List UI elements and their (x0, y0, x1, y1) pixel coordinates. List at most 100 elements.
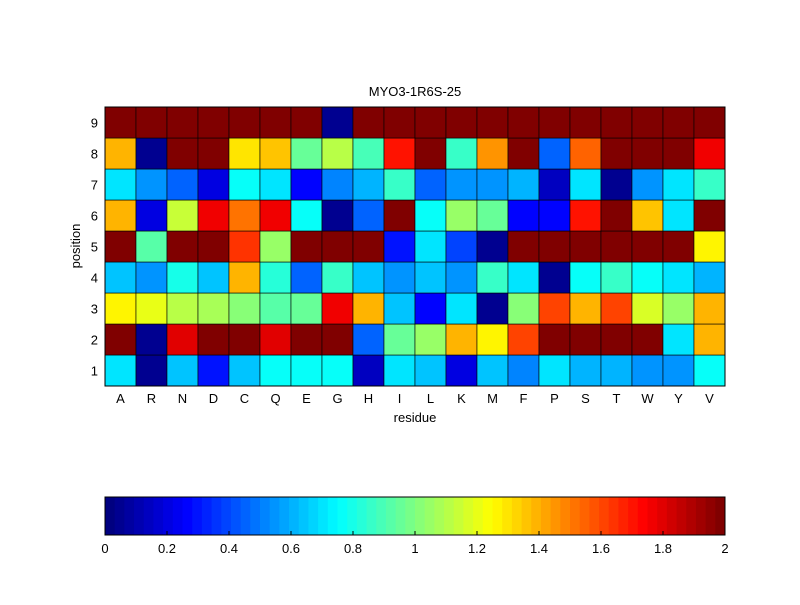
heatmap-cell-T-8 (600, 137, 633, 170)
heatmap-cell-P-5 (538, 230, 571, 263)
colorbar-band (637, 497, 648, 535)
x-axis-label: residue (394, 410, 437, 425)
heatmap-cell-Q-2 (259, 323, 292, 356)
heatmap-cell-P-7 (538, 168, 571, 201)
colorbar-band (250, 497, 261, 535)
heatmap-cell-D-8 (197, 137, 230, 170)
heatmap-cell-L-2 (414, 323, 447, 356)
heatmap-cell-D-5 (197, 230, 230, 263)
heatmap-cell-I-4 (383, 261, 416, 294)
y-tick-label: 3 (91, 302, 98, 317)
heatmap-cell-F-6 (507, 199, 540, 232)
colorbar-band (376, 497, 387, 535)
heatmap-cell-V-6 (693, 199, 726, 232)
colorbar-band (715, 497, 726, 535)
heatmap-cell-K-4 (445, 261, 478, 294)
heatmap-cell-D-1 (197, 354, 230, 387)
heatmap-cell-A-2 (104, 323, 137, 356)
heatmap-cell-L-3 (414, 292, 447, 325)
heatmap-cell-M-9 (476, 106, 509, 139)
heatmap-cell-T-6 (600, 199, 633, 232)
heatmap-cell-C-6 (228, 199, 261, 232)
chart-title: MYO3-1R6S-25 (369, 84, 461, 99)
heatmap-cell-Y-9 (662, 106, 695, 139)
colorbar-band (628, 497, 639, 535)
heatmap-cell-F-2 (507, 323, 540, 356)
colorbar-band (230, 497, 242, 535)
heatmap-cell-L-7 (414, 168, 447, 201)
heatmap-cell-I-5 (383, 230, 416, 263)
heatmap-cell-S-3 (569, 292, 602, 325)
colorbar-band (327, 497, 338, 535)
colorbar-band (395, 497, 406, 535)
x-tick-label: N (178, 391, 187, 406)
heatmap-cell-Y-3 (662, 292, 695, 325)
colorbar-band (298, 497, 309, 535)
heatmap-cell-T-3 (600, 292, 633, 325)
colorbar-band (657, 497, 668, 535)
colorbar-band (608, 497, 619, 535)
colorbar-band (211, 497, 222, 535)
heatmap-cell-S-4 (569, 261, 602, 294)
heatmap-cell-H-2 (352, 323, 385, 356)
heatmap-cell-D-4 (197, 261, 230, 294)
heatmap-cell-V-5 (693, 230, 726, 263)
x-tick-label: L (427, 391, 434, 406)
heatmap-cell-T-1 (600, 354, 633, 387)
x-tick-label: F (520, 391, 528, 406)
y-tick-label: 8 (91, 147, 98, 162)
colorbar-band (143, 497, 154, 535)
colorbar-band (356, 497, 368, 535)
colorbar-band (163, 497, 174, 535)
heatmap-cell-M-6 (476, 199, 509, 232)
heatmap-cell-Y-1 (662, 354, 695, 387)
colorbar-band (192, 497, 203, 535)
heatmap-cell-P-6 (538, 199, 571, 232)
colorbar-tick-label: 1.2 (468, 541, 486, 556)
heatmap-cell-Q-7 (259, 168, 292, 201)
heatmap-cell-R-4 (135, 261, 168, 294)
heatmap-cell-A-8 (104, 137, 137, 170)
heatmap-cell-V-2 (693, 323, 726, 356)
colorbar-band (182, 497, 193, 535)
colorbar-band (579, 497, 590, 535)
heatmap-cell-Y-7 (662, 168, 695, 201)
x-tick-label: E (302, 391, 311, 406)
colorbar-band (463, 497, 474, 535)
heatmap-cell-V-9 (693, 106, 726, 139)
heatmap-cell-N-4 (166, 261, 199, 294)
heatmap-cell-Q-9 (259, 106, 292, 139)
heatmap-cell-E-5 (290, 230, 323, 263)
heatmap-cell-H-1 (352, 354, 385, 387)
heatmap-cell-V-7 (693, 168, 726, 201)
heatmap-cell-S-9 (569, 106, 602, 139)
heatmap-cell-S-1 (569, 354, 602, 387)
x-tick-label: T (613, 391, 621, 406)
heatmap-cell-R-6 (135, 199, 168, 232)
heatmap-cell-L-8 (414, 137, 447, 170)
heatmap-cell-M-5 (476, 230, 509, 263)
heatmap-cell-A-5 (104, 230, 137, 263)
colorbar-tick-label: 0.2 (158, 541, 176, 556)
heatmap-cell-R-7 (135, 168, 168, 201)
heatmap-cell-P-3 (538, 292, 571, 325)
colorbar-band (260, 497, 271, 535)
heatmap-cell-P-2 (538, 323, 571, 356)
heatmap-cell-I-8 (383, 137, 416, 170)
colorbar (105, 497, 726, 535)
heatmap-cell-Q-5 (259, 230, 292, 263)
heatmap-cell-F-9 (507, 106, 540, 139)
colorbar-band (424, 497, 435, 535)
heatmap-cell-N-2 (166, 323, 199, 356)
colorbar-band (434, 497, 445, 535)
y-tick-label: 9 (91, 116, 98, 131)
heatmap-cell-A-6 (104, 199, 137, 232)
colorbar-tick-label: 1.4 (530, 541, 548, 556)
heatmap-cell-P-1 (538, 354, 571, 387)
heatmap-cell-I-1 (383, 354, 416, 387)
heatmap-cell-R-3 (135, 292, 168, 325)
heatmap-cell-M-1 (476, 354, 509, 387)
colorbar-band (531, 497, 542, 535)
colorbar-tick-label: 1.6 (592, 541, 610, 556)
